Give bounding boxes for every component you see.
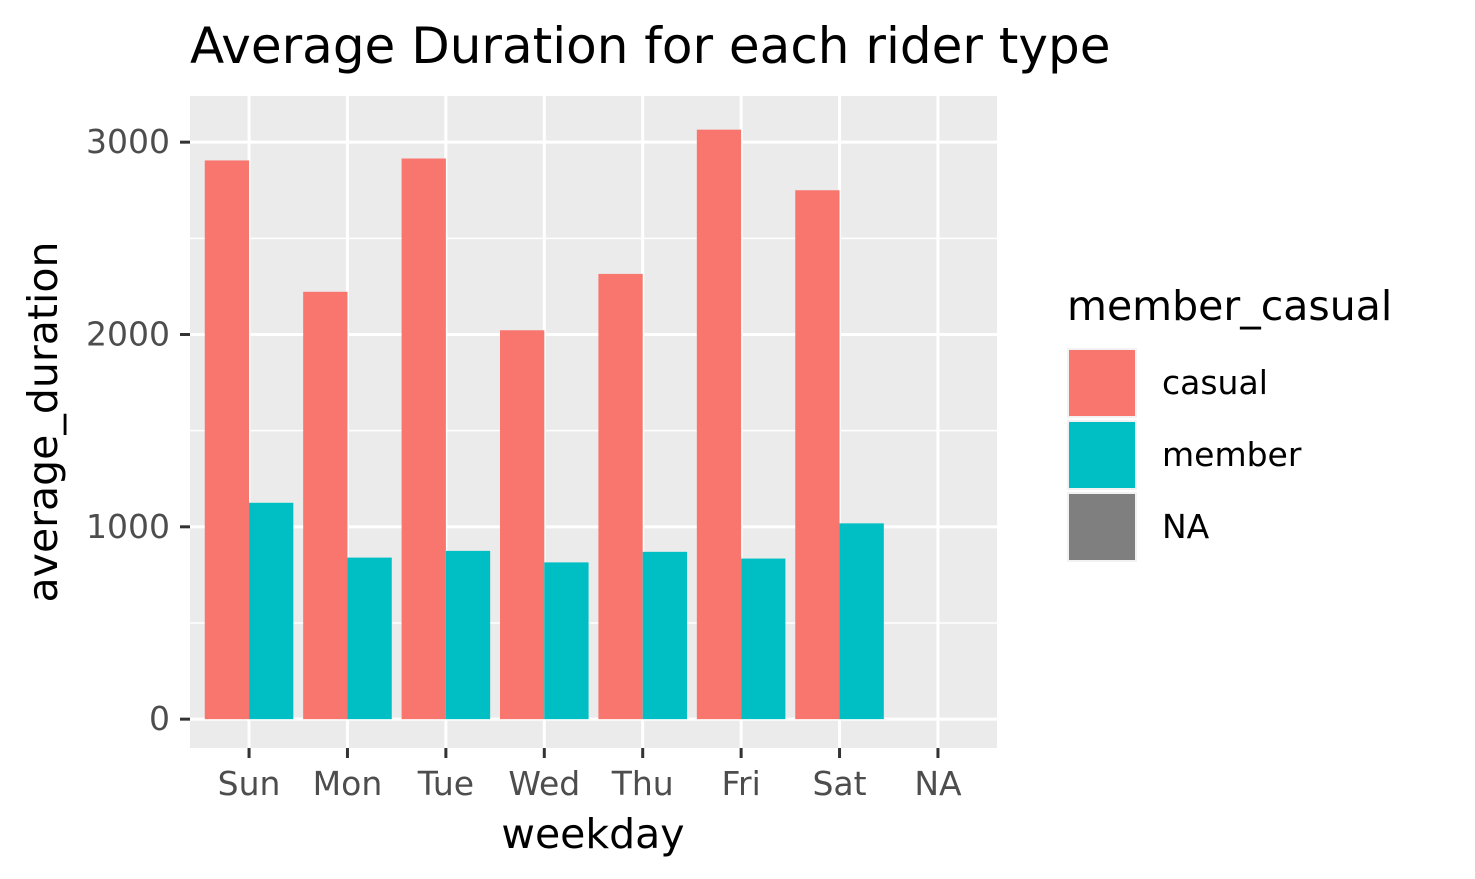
x-axis-title: weekday: [501, 810, 684, 858]
y-tick-label: 3000: [86, 122, 170, 161]
legend: member_casual casual member NA: [1067, 282, 1392, 562]
x-tick-label: Wed: [508, 764, 580, 803]
bar-member-sun: [249, 502, 294, 720]
bar-casual-mon: [303, 291, 348, 720]
legend-label-casual: casual: [1162, 363, 1268, 402]
bar-casual-sun: [204, 160, 250, 720]
bars: [204, 129, 884, 720]
x-tick-label: Mon: [313, 764, 383, 803]
bar-member-thu: [642, 551, 687, 720]
bar-casual-thu: [598, 273, 643, 720]
bar-casual-wed: [500, 330, 545, 720]
legend-label-na: NA: [1162, 507, 1210, 546]
chart-title: Average Duration for each rider type: [190, 17, 1110, 75]
bar-member-wed: [544, 562, 589, 720]
x-tick-label: Fri: [721, 764, 760, 803]
bar-member-mon: [347, 557, 392, 720]
y-tick-label: 0: [149, 699, 170, 738]
bar-casual-tue: [401, 158, 446, 720]
axes: 0 1000 2000 3000 Sun Mon Tue Wed Thu Fri Sat NA: [86, 122, 962, 803]
legend-label-member: member: [1162, 435, 1302, 474]
x-tick-label: Thu: [611, 764, 674, 803]
bar-member-sat: [839, 523, 884, 720]
legend-swatch-casual: [1069, 350, 1135, 416]
x-tick-label: NA: [914, 764, 962, 803]
legend-title: member_casual: [1067, 282, 1392, 330]
y-tick-label: 1000: [86, 507, 170, 546]
bar-member-tue: [445, 550, 491, 720]
legend-swatch-na: [1069, 494, 1135, 560]
y-axis-title: average_duration: [19, 242, 67, 603]
legend-swatch-member: [1069, 422, 1135, 488]
x-tick-label: Sat: [812, 764, 866, 803]
y-tick-label: 2000: [86, 314, 170, 353]
x-tick-label: Sun: [218, 764, 281, 803]
x-tick-label: Tue: [417, 764, 474, 803]
bar-casual-fri: [696, 129, 742, 720]
bar-member-fri: [741, 558, 786, 720]
bar-casual-sat: [795, 190, 840, 720]
